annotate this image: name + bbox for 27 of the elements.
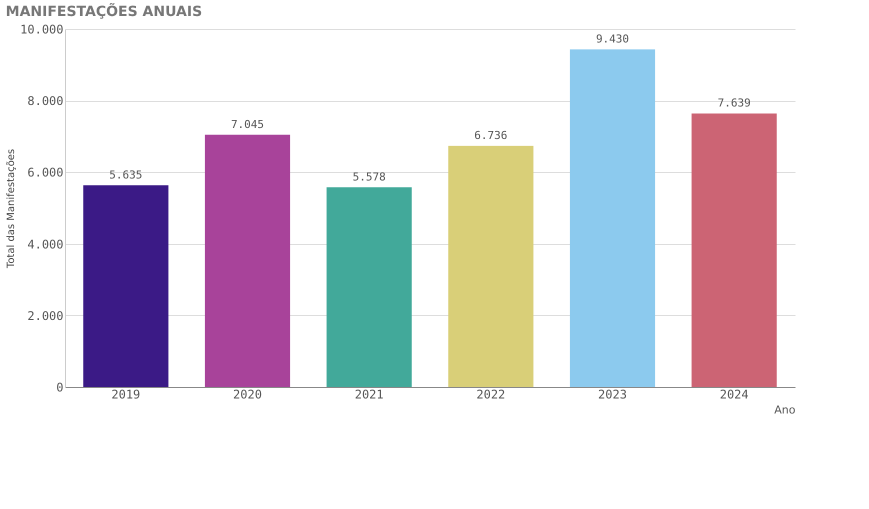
data-label: 7.045: [230, 118, 264, 131]
x-tick-label: 2022: [476, 388, 506, 402]
data-label: 5.578: [352, 170, 386, 184]
bar: [326, 187, 412, 387]
y-axis-title: Total das Manifestações: [6, 148, 18, 270]
bar: [204, 134, 290, 387]
bar: [692, 114, 777, 387]
bar: [448, 146, 534, 387]
y-tick-label: 2.000: [27, 308, 64, 323]
y-tick-label: 0: [56, 380, 64, 394]
x-tick-label: 2021: [354, 388, 384, 402]
chart-title: MANIFESTAÇÕES ANUAIS: [6, 3, 202, 20]
x-axis-title: Ano: [774, 404, 796, 416]
data-label: 9.430: [596, 32, 630, 46]
x-tick-label: 2020: [233, 388, 262, 402]
y-tick-label: 10.000: [20, 22, 64, 36]
y-tick-label: 4.000: [27, 237, 64, 252]
y-tick-label: 8.000: [27, 94, 64, 108]
data-label: 5.635: [109, 168, 142, 182]
y-tick-label: 6.000: [27, 166, 64, 180]
x-tick-label: 2019: [111, 388, 140, 402]
x-tick-label: 2024: [720, 388, 749, 402]
bar: [83, 185, 168, 387]
x-tick-label: 2023: [598, 388, 627, 402]
data-label: 6.736: [474, 128, 508, 142]
data-label: 7.639: [718, 96, 751, 110]
bar: [570, 49, 656, 387]
